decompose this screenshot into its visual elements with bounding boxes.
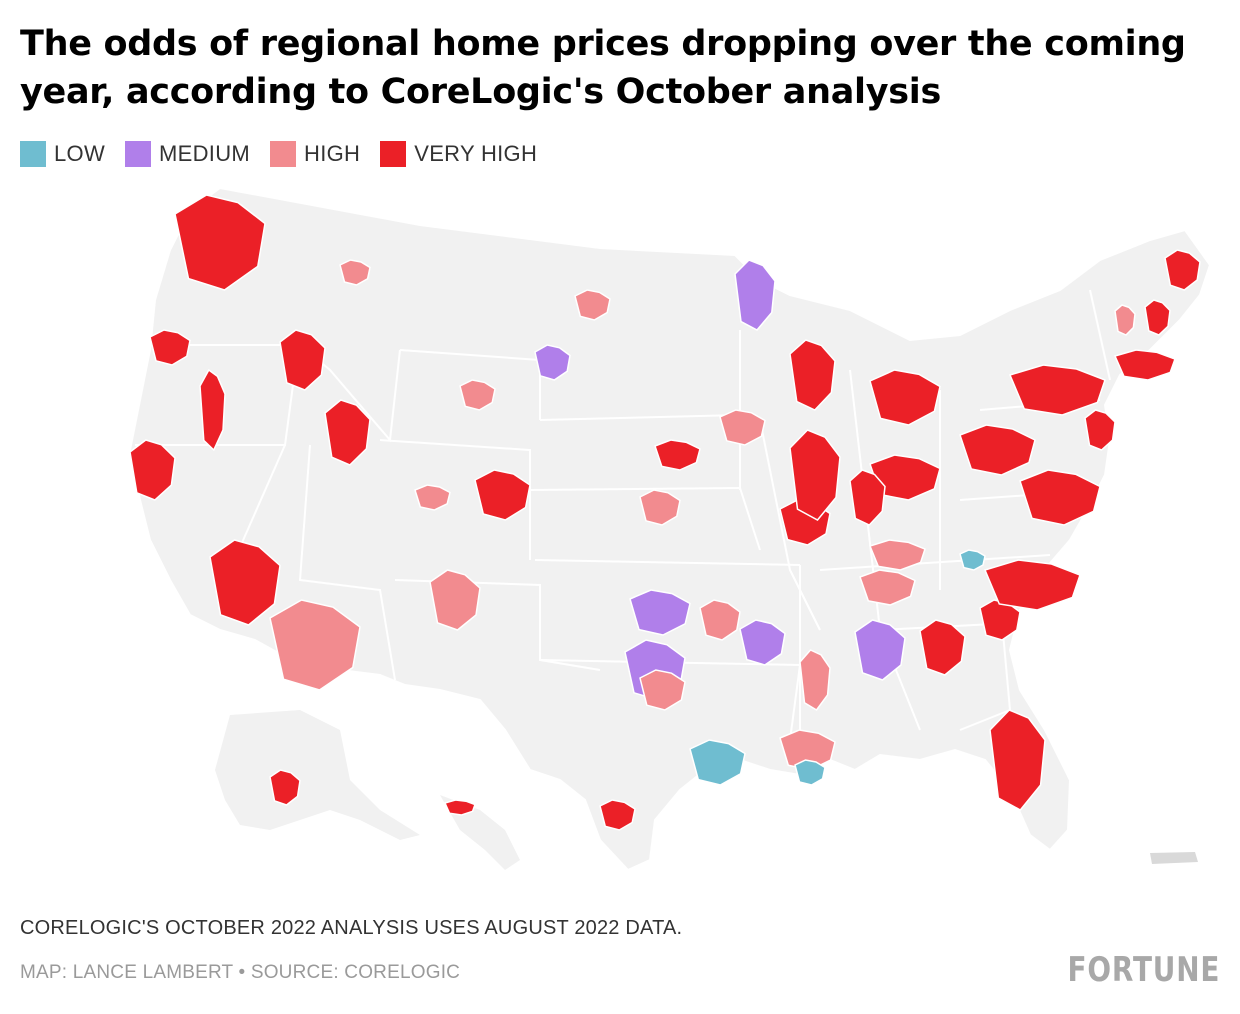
metro-region-al-medium (854, 619, 906, 681)
alaska-shape (215, 710, 420, 840)
metro-region-sd-medium (534, 344, 571, 381)
metro-region-mn-medium (734, 259, 776, 331)
metro-region-wv-low (959, 549, 986, 571)
legend-swatch-very-high (380, 141, 407, 167)
metro-region-hi-very-high (443, 799, 476, 816)
legend-label-low: LOW (54, 141, 106, 166)
legend-label-very-high: VERY HIGH (414, 141, 538, 166)
metro-region-nj-very-high (1084, 409, 1116, 451)
metro-region-ms-high (799, 649, 831, 711)
us-map (0, 170, 1240, 890)
metro-region-az-very-high (209, 539, 281, 626)
metro-region-ca-very-high (129, 439, 176, 501)
metro-region-nc-very-high (983, 559, 1081, 611)
metro-region-mt-high (339, 259, 371, 286)
metro-region-nh-very-high (1144, 299, 1171, 336)
legend-swatch-high (270, 141, 297, 167)
legend-item-very-high: VERY HIGH (380, 141, 537, 167)
metro-region-id-very-high (279, 329, 326, 391)
metro-region-la-low (794, 759, 826, 786)
legend-label-high: HIGH (304, 141, 361, 166)
metro-region-la-high (779, 729, 836, 771)
metro-region-ks-high (639, 489, 681, 526)
metro-region-az-high (269, 599, 361, 691)
legend-swatch-low (20, 141, 46, 167)
metro-region-fl-very-high (989, 709, 1046, 811)
metro-region-ok-high (699, 599, 741, 641)
us-map-svg (128, 186, 1212, 872)
metro-region-ny-very-high (1008, 364, 1106, 416)
metro-region-tn-high (859, 569, 916, 606)
chart-title: The odds of regional home prices droppin… (20, 24, 1186, 112)
metro-region-tx-very-high (599, 799, 636, 831)
fortune-logo: FORTUNE (1067, 950, 1220, 990)
metro-region-ia-high (719, 409, 766, 446)
metro-region-ma-very-high (1113, 349, 1176, 381)
metro-region-ar-medium (739, 619, 786, 666)
legend-label-medium: MEDIUM (159, 141, 251, 166)
legend-item-low: LOW (20, 141, 105, 167)
metro-region-vt-high (1114, 304, 1136, 336)
legend: LOW MEDIUM HIGH VERY HIGH (20, 141, 537, 167)
legend-item-high: HIGH (270, 141, 360, 167)
metro-region-ne-very-high (654, 439, 701, 471)
puerto-rico-shape (1150, 852, 1198, 864)
footnote: CORELOGIC'S OCTOBER 2022 ANALYSIS USES A… (20, 917, 683, 939)
metro-region-tx-high (639, 669, 686, 711)
metro-region-co-high (414, 484, 451, 511)
metro-region-oh-very-high (869, 454, 941, 501)
legend-swatch-medium (125, 141, 152, 167)
metro-region-me-very-high (1164, 249, 1201, 291)
metro-region-ky-high (868, 539, 926, 571)
metro-region-ak-very-high (269, 769, 301, 806)
metro-region-ga-very-high (919, 619, 966, 676)
metro-region-in-very-high (849, 469, 886, 526)
metro-region-or-very-high (149, 329, 191, 366)
metro-region-wa-very-high (174, 194, 266, 291)
metro-region-nd-high (574, 289, 611, 321)
metro-region-mi-very-high (869, 369, 941, 426)
metro-region-ok-medium (629, 589, 691, 636)
legend-item-medium: MEDIUM (125, 141, 250, 167)
metro-region-nm-high (429, 569, 481, 631)
metro-region-pa-very-high (959, 424, 1036, 476)
metro-region-wy-high (459, 379, 496, 411)
metro-region-tx-low (689, 739, 746, 786)
metro-region-co-very-high (474, 469, 531, 521)
metro-regions (129, 194, 1201, 831)
credit-line: MAP: LANCE LAMBERT • SOURCE: CORELOGIC (20, 962, 461, 983)
metro-region-ut-very-high (324, 399, 371, 466)
metro-region-wi-very-high (789, 339, 836, 411)
metro-region-va-very-high (1019, 469, 1101, 526)
metro-region-sc-very-high (979, 599, 1021, 641)
metro-region-il-very-high (789, 429, 841, 521)
metro-region-nv-very-high (199, 368, 226, 452)
